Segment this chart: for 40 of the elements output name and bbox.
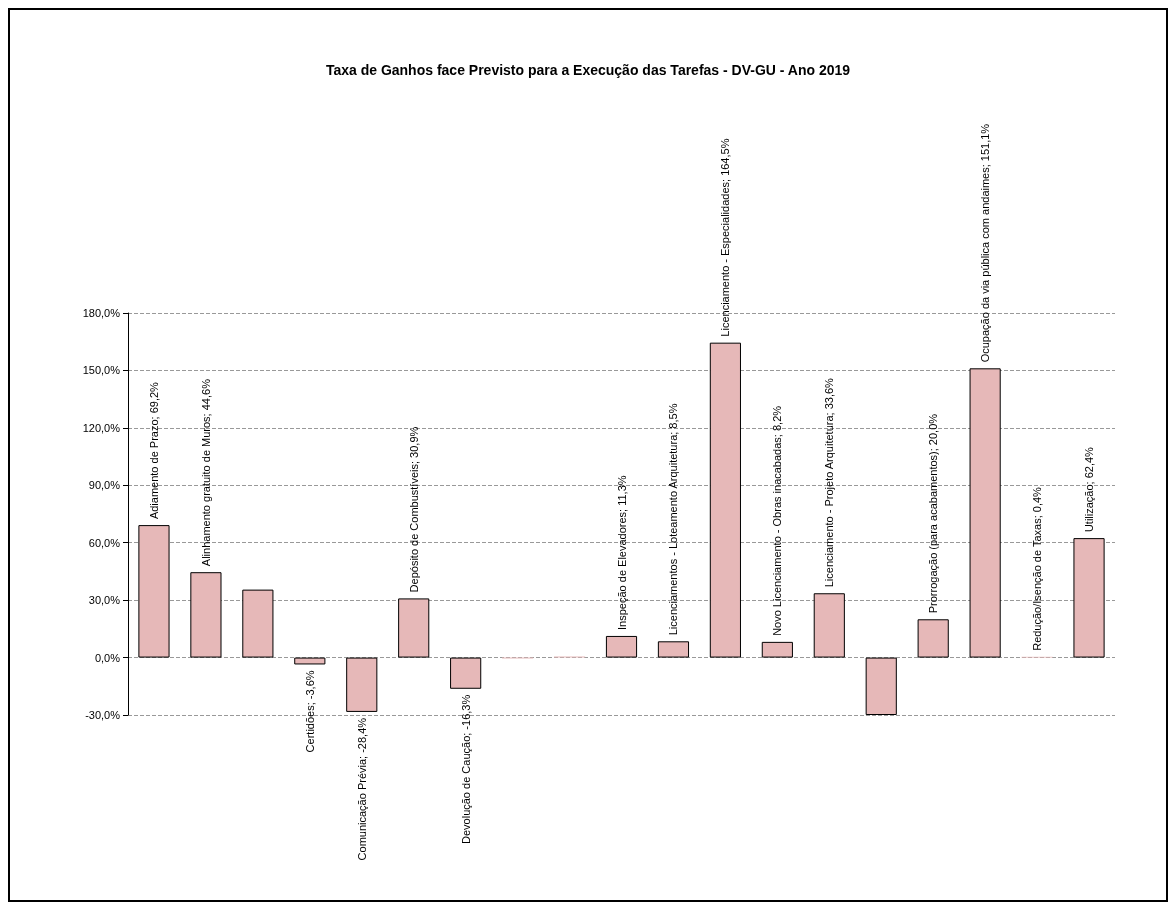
bar (346, 657, 378, 712)
data-label: Redução/Isenção de Taxas; 0,4% (1031, 486, 1044, 651)
bar (813, 593, 845, 658)
y-tick-label: 150,0% (82, 364, 121, 377)
data-label: Devolução de Caução; -16,3% (459, 694, 472, 844)
y-tick-label: 90,0% (88, 479, 121, 492)
data-label: Depósito de Combustíveis; 30,9% (407, 426, 420, 593)
data-label: Prorrogação (para acabamentos); 20,0% (927, 413, 940, 614)
bar (450, 657, 482, 689)
y-tick-label: -30,0% (85, 709, 121, 721)
data-label: Comunicação Prévia; -28,4% (355, 717, 368, 861)
chart-title: Taxa de Ganhos face Previsto para a Execução das Tarefas - DV-GU - Ano 2019 (325, 62, 851, 78)
data-label: Inspeção de Elevadores; 11,3% (615, 475, 628, 630)
bar (709, 342, 741, 658)
y-tick-label: 0,0% (94, 651, 121, 664)
data-label: Novo Licenciamento - Obras inacabadas; 8,2% (771, 405, 784, 636)
bar (242, 589, 274, 658)
y-tick-label: 120,0% (82, 421, 121, 434)
bar (917, 619, 949, 658)
data-label: Utilização; 62,4% (1083, 446, 1096, 533)
data-label: Certidões; -3,6% (303, 670, 316, 753)
bar (138, 525, 170, 658)
bar (294, 657, 326, 665)
bar (657, 641, 690, 658)
bar (1073, 538, 1105, 658)
data-label: Licenciamentos - Loteamento Arquitetura; 8,5% (667, 403, 680, 636)
y-tick-label: 60,0% (88, 536, 121, 549)
bar (398, 598, 430, 658)
bar (761, 641, 793, 658)
data-label: Adiamento de Prazo; 69,2% (147, 381, 160, 520)
data-label: Alinhamento gratuito de Muros; 44,6% (199, 378, 212, 567)
bar (969, 368, 1001, 658)
bar (605, 635, 638, 658)
y-tick-label: 30,0% (88, 594, 121, 607)
bar (865, 657, 897, 715)
data-label: Ocupação da via pública com andaimes; 151,1% (979, 123, 992, 363)
data-label: Licenciamento - Especialidades; 164,5% (719, 138, 732, 337)
y-tick-label: 180,0% (82, 307, 121, 319)
data-label: Licenciamento - Projeto Arquitetura; 33,6% (823, 377, 836, 588)
bar (190, 572, 222, 658)
